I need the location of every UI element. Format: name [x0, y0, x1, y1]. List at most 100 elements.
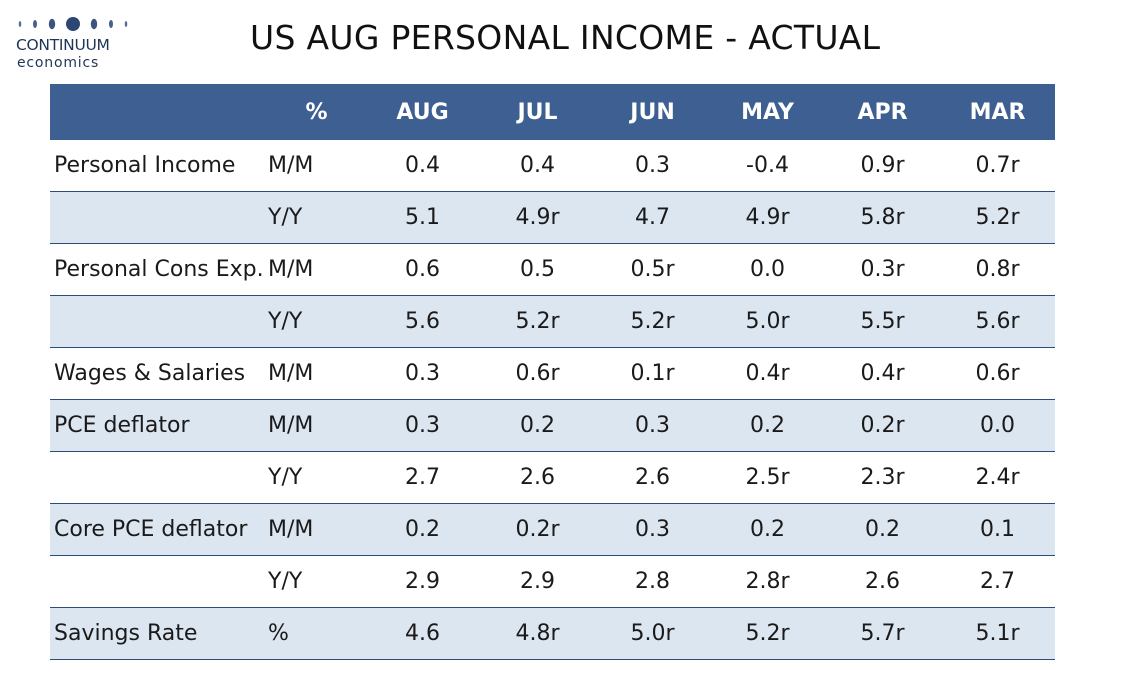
value-cell-mar: 0.7r — [940, 140, 1055, 192]
row-label — [50, 295, 268, 348]
table-row: Y/Y 5.1 4.9r 4.7 4.9r 5.8r 5.2r — [50, 191, 1055, 244]
page-title: US AUG PERSONAL INCOME - ACTUAL — [250, 18, 881, 57]
row-label: Wages & Salaries — [50, 347, 268, 400]
value-cell-jul: 0.5 — [480, 243, 595, 296]
row-label — [50, 555, 268, 608]
value-cell-jun: 0.5r — [595, 243, 710, 296]
row-unit: M/M — [268, 399, 365, 452]
row-label: Savings Rate — [50, 607, 268, 660]
value-cell-jul: 4.9r — [480, 191, 595, 244]
table-row: Personal Income M/M 0.4 0.4 0.3 -0.4 0.9r 0.7r — [50, 140, 1055, 192]
table-row: Savings Rate% 4.6 4.8r 5.0r 5.2r 5.7r 5.1r — [50, 607, 1055, 660]
value-cell-aug: 5.1 — [365, 191, 480, 244]
value-cell-may: -0.4 — [710, 140, 825, 192]
value-cell-aug: 0.3 — [365, 347, 480, 400]
row-unit: Y/Y — [268, 295, 365, 348]
personal-income-table: % AUG JUL JUN MAY APR MAR Personal Incom… — [50, 84, 1055, 660]
value-cell-jul: 2.6 — [480, 451, 595, 504]
row-label: Personal Income — [50, 140, 268, 192]
value-cell-aug: 0.6 — [365, 243, 480, 296]
value-cell-jul: 0.2 — [480, 399, 595, 452]
value-cell-jun: 2.6 — [595, 451, 710, 504]
logo-dots-icon — [18, 17, 128, 31]
row-unit: M/M — [268, 140, 365, 192]
table-header-row: % AUG JUL JUN MAY APR MAR — [50, 84, 1055, 140]
value-cell-may: 0.2 — [710, 503, 825, 556]
value-cell-mar: 0.8r — [940, 243, 1055, 296]
header-jul: JUL — [480, 84, 595, 140]
value-cell-aug: 0.4 — [365, 140, 480, 192]
row-unit: M/M — [268, 347, 365, 400]
row-label — [50, 451, 268, 504]
value-cell-jul: 0.4 — [480, 140, 595, 192]
value-cell-mar: 5.2r — [940, 191, 1055, 244]
value-cell-may: 2.5r — [710, 451, 825, 504]
value-cell-apr: 0.2r — [825, 399, 940, 452]
row-unit: M/M — [268, 243, 365, 296]
table-row: Y/Y 2.7 2.6 2.6 2.5r 2.3r 2.4r — [50, 451, 1055, 504]
row-unit: Y/Y — [268, 191, 365, 244]
value-cell-may: 4.9r — [710, 191, 825, 244]
row-unit: % — [268, 607, 365, 660]
header-unit: % — [268, 84, 365, 140]
value-cell-jul: 2.9 — [480, 555, 595, 608]
value-cell-jun: 4.7 — [595, 191, 710, 244]
value-cell-mar: 0.6r — [940, 347, 1055, 400]
table-row: PCE deflator M/M 0.3 0.2 0.3 0.2 0.2r 0.0 — [50, 399, 1055, 452]
value-cell-apr: 0.9r — [825, 140, 940, 192]
value-cell-jul: 0.2r — [480, 503, 595, 556]
table-row: Y/Y 5.6 5.2r 5.2r 5.0r 5.5r 5.6r — [50, 295, 1055, 348]
value-cell-jun: 0.3 — [595, 503, 710, 556]
row-unit: Y/Y — [268, 451, 365, 504]
row-unit: Y/Y — [268, 555, 365, 608]
value-cell-jul: 0.6r — [480, 347, 595, 400]
value-cell-may: 5.2r — [710, 607, 825, 660]
continuum-economics-logo: CONTINUUM economics — [14, 14, 134, 74]
value-cell-apr: 2.6 — [825, 555, 940, 608]
table-row: Wages & Salaries M/M 0.3 0.6r 0.1r 0.4r 0.4r 0.… — [50, 347, 1055, 400]
value-cell-mar: 0.0 — [940, 399, 1055, 452]
value-cell-mar: 5.6r — [940, 295, 1055, 348]
table-row: Core PCE deflator M/M 0.2 0.2r 0.3 0.2 0.2 0.1 — [50, 503, 1055, 556]
value-cell-apr: 5.8r — [825, 191, 940, 244]
table-body: Personal Income M/M 0.4 0.4 0.3 -0.4 0.9r 0.7r Y… — [50, 140, 1055, 660]
value-cell-mar: 2.7 — [940, 555, 1055, 608]
value-cell-apr: 0.2 — [825, 503, 940, 556]
value-cell-jul: 5.2r — [480, 295, 595, 348]
value-cell-aug: 5.6 — [365, 295, 480, 348]
value-cell-jul: 4.8r — [480, 607, 595, 660]
value-cell-mar: 5.1r — [940, 607, 1055, 660]
row-unit: M/M — [268, 503, 365, 556]
value-cell-aug: 0.3 — [365, 399, 480, 452]
value-cell-apr: 0.3r — [825, 243, 940, 296]
value-cell-may: 0.2 — [710, 399, 825, 452]
value-cell-jun: 0.3 — [595, 140, 710, 192]
header-aug: AUG — [365, 84, 480, 140]
value-cell-jun: 5.0r — [595, 607, 710, 660]
value-cell-may: 0.0 — [710, 243, 825, 296]
value-cell-jun: 0.1r — [595, 347, 710, 400]
value-cell-apr: 2.3r — [825, 451, 940, 504]
logo-subtitle: economics — [17, 55, 100, 71]
value-cell-mar: 2.4r — [940, 451, 1055, 504]
row-label — [50, 191, 268, 244]
header-mar: MAR — [940, 84, 1055, 140]
value-cell-apr: 5.5r — [825, 295, 940, 348]
value-cell-may: 0.4r — [710, 347, 825, 400]
header-apr: APR — [825, 84, 940, 140]
value-cell-jun: 0.3 — [595, 399, 710, 452]
value-cell-jun: 5.2r — [595, 295, 710, 348]
value-cell-aug: 2.9 — [365, 555, 480, 608]
value-cell-jun: 2.8 — [595, 555, 710, 608]
row-label: Core PCE deflator — [50, 503, 268, 556]
value-cell-aug: 0.2 — [365, 503, 480, 556]
header-label-cell — [50, 84, 268, 140]
row-label: PCE deflator — [50, 399, 268, 452]
table-row: Y/Y 2.9 2.9 2.8 2.8r 2.6 2.7 — [50, 555, 1055, 608]
value-cell-may: 5.0r — [710, 295, 825, 348]
header-jun: JUN — [595, 84, 710, 140]
table-row: Personal Cons Exp. M/M 0.6 0.5 0.5r 0.0 0.3r 0.… — [50, 243, 1055, 296]
logo-name: CONTINUUM — [16, 36, 110, 54]
value-cell-may: 2.8r — [710, 555, 825, 608]
value-cell-aug: 4.6 — [365, 607, 480, 660]
